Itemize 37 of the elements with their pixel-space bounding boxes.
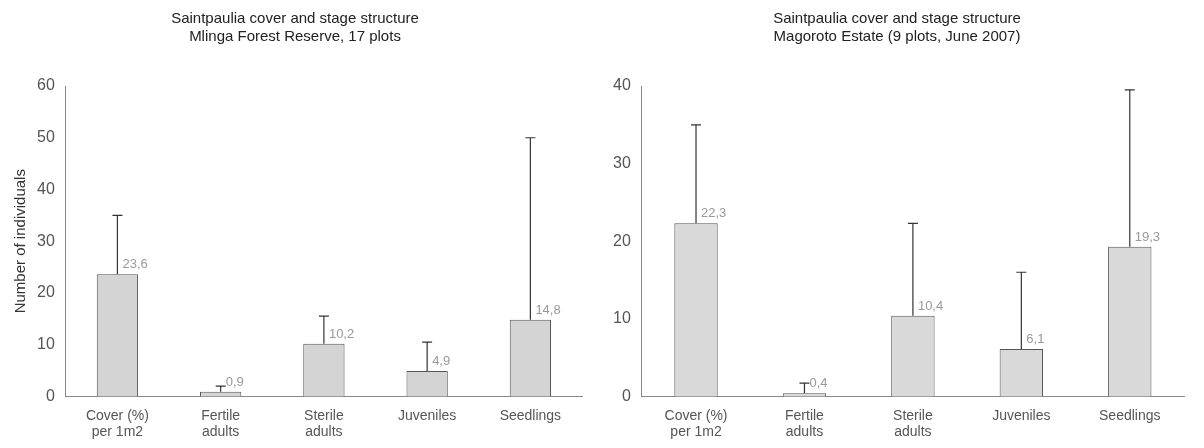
y-axis-title: Number of individuals [11, 169, 29, 314]
y-tick-label: 30 [613, 154, 631, 172]
x-tick-label: Seedlings [499, 406, 562, 423]
x-tick-label: Juveniles [397, 406, 457, 423]
y-tick-label: 30 [37, 231, 55, 249]
data-label: 14,8 [535, 301, 561, 317]
text: Saintpaulia cover and stage structure [171, 9, 419, 27]
x-tick-label: Cover (%) per 1m2 [664, 406, 728, 440]
data-label: 10,4 [917, 297, 944, 313]
data-label: 19,3 [1134, 228, 1161, 244]
x-tick-label: Sterile adults [304, 406, 344, 440]
data-label: 23,6 [122, 256, 148, 272]
data-label: 4,9 [432, 353, 451, 369]
text: Mlinga Forest Reserve, 17 plots [189, 27, 401, 45]
y-tick-label: 40 [613, 76, 631, 94]
data-label: 22,3 [701, 205, 727, 221]
text: Magoroto Estate (9 plots, June 2007) [773, 27, 1021, 45]
y-tick-label: 10 [37, 335, 55, 353]
data-label: 0,4 [809, 375, 828, 391]
y-tick-label: 0 [621, 386, 631, 404]
x-tick-label: Juveniles [992, 406, 1051, 423]
text: Saintpaulia cover and stage structure [773, 9, 1021, 27]
x-tick-label: Fertile adults [201, 406, 241, 440]
x-tick-label: Sterile adults [893, 406, 933, 440]
y-tick-label: 0 [45, 386, 55, 404]
data-label: 6,1 [1026, 331, 1045, 347]
y-tick-label: 60 [37, 76, 55, 94]
y-tick-label: 50 [37, 128, 55, 146]
y-tick-label: 20 [37, 283, 55, 301]
x-tick-label: Cover (%) per 1m2 [85, 406, 149, 440]
data-label: 0,9 [225, 373, 244, 389]
y-tick-label: 10 [613, 309, 631, 327]
y-tick-label: 20 [613, 231, 631, 249]
y-tick-label: 40 [37, 179, 55, 197]
x-tick-label: Fertile adults [785, 406, 825, 440]
data-label: 10,2 [328, 325, 355, 341]
x-tick-label: Seedlings [1099, 406, 1161, 423]
